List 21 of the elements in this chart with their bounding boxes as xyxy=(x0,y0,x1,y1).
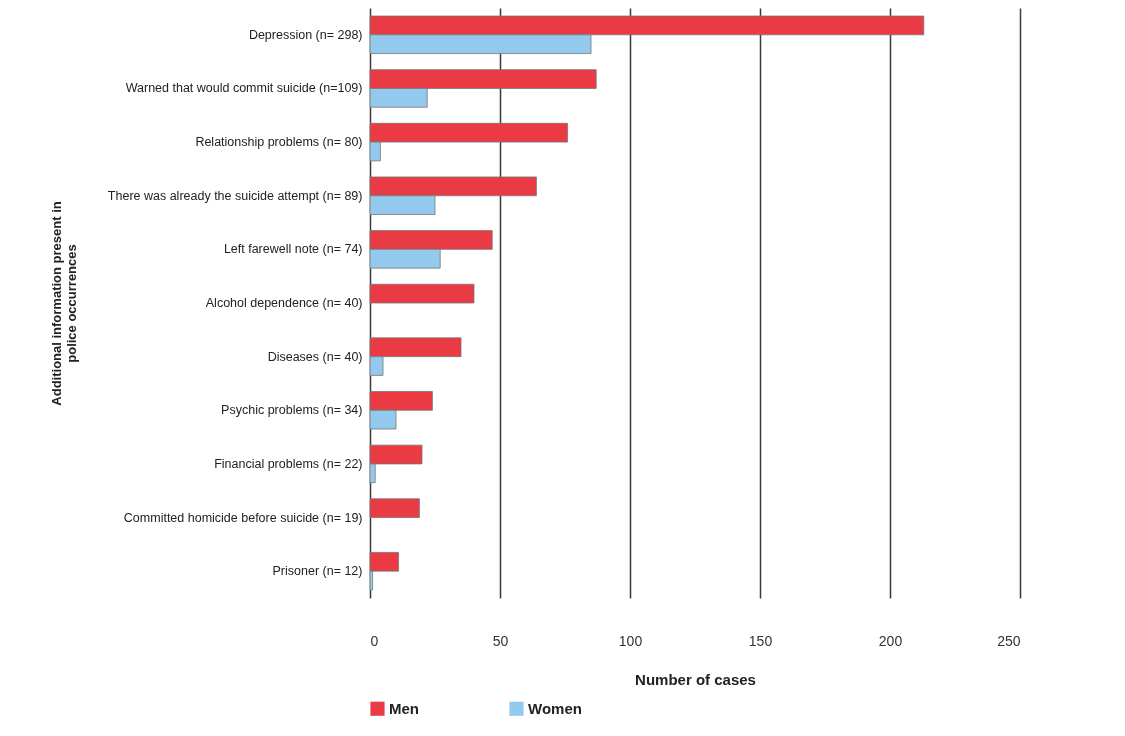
y-axis-title: Additional information present in police occurrences xyxy=(48,201,79,406)
y-tick-label: Warned that would commit suicide (n=109) xyxy=(125,81,363,96)
y-tick-label: Left farewell note (n= 74) xyxy=(223,242,363,257)
y-tick-label: Committed homicide before suicide (n= 19) xyxy=(123,510,363,525)
x-tick-label: 200 xyxy=(878,632,903,649)
legend-label: Men xyxy=(389,699,419,717)
y-tick-label: Relationship problems (n= 80) xyxy=(195,135,363,150)
x-tick-label: 0 xyxy=(370,632,379,649)
y-tick-label: Financial problems (n= 22) xyxy=(214,456,363,471)
y-tick-label: Prisoner (n= 12) xyxy=(272,564,363,579)
y-tick-label: There was already the suicide attempt (n= 89) xyxy=(107,188,363,203)
x-tick-label: 100 xyxy=(618,632,643,649)
y-tick-label: Alcohol dependence (n= 40) xyxy=(205,296,363,310)
x-tick-label: 50 xyxy=(492,632,509,649)
y-tick-label: Diseases (n= 40) xyxy=(267,349,363,364)
y-tick-label: Depression (n= 298) xyxy=(248,27,363,42)
x-tick-label: 150 xyxy=(748,632,773,649)
x-axis-title: Number of cases xyxy=(635,670,756,688)
y-tick-label: Psychic problems (n= 34) xyxy=(221,403,363,418)
legend-label: Women xyxy=(528,699,582,717)
x-tick-label: 250 xyxy=(997,632,1021,649)
